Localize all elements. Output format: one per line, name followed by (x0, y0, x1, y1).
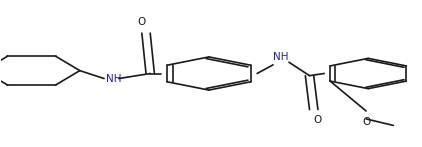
Text: NH: NH (273, 52, 289, 62)
Text: O: O (363, 117, 371, 127)
Text: NH: NH (106, 74, 122, 83)
Text: O: O (314, 115, 322, 125)
Text: O: O (138, 17, 146, 27)
